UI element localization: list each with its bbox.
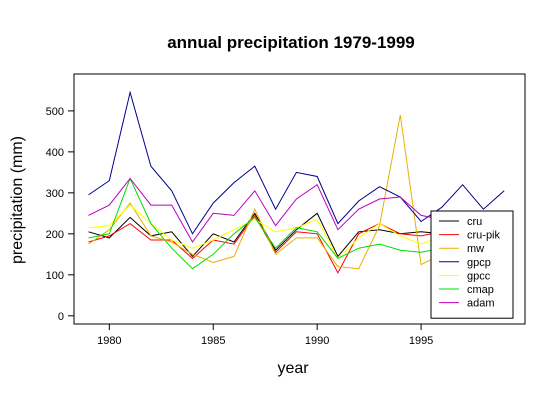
y-tick-label-500: 500 <box>46 106 64 118</box>
y-tick-label-300: 300 <box>46 188 64 200</box>
legend-box <box>430 210 514 319</box>
series-line-gpcc <box>88 204 443 260</box>
legend-label-gpcp: gpcp <box>467 257 491 269</box>
series-line-adam <box>88 177 442 243</box>
x-axis: 1980 1985 1990 1995 <box>97 324 433 347</box>
plot-frame <box>73 73 526 325</box>
series-line-mw <box>88 114 443 270</box>
y-tick-label-0: 0 <box>58 311 64 323</box>
chart-title: annual precipitation 1979-1999 <box>167 33 415 52</box>
series-line-cru-pik <box>88 214 442 274</box>
x-tick-label-1990: 1990 <box>305 335 329 347</box>
y-tick-label-400: 400 <box>46 147 64 159</box>
y-axis: 0 100 200 300 400 500 <box>46 106 74 323</box>
x-axis-label: year <box>277 360 309 377</box>
y-tick-label-200: 200 <box>46 229 64 241</box>
legend-label-adam: adam <box>467 298 495 310</box>
legend-label-cru-pik: cru-pik <box>467 230 501 242</box>
y-tick-label-100: 100 <box>46 270 64 282</box>
legend-label-mw: mw <box>467 243 484 255</box>
y-axis-label: precipitation (mm) <box>9 136 26 264</box>
series-line-cmap <box>88 177 442 270</box>
legend-label-gpcc: gpcc <box>467 270 491 282</box>
legend-label-cmap: cmap <box>467 284 494 296</box>
x-tick-label-1980: 1980 <box>97 335 121 347</box>
x-tick-label-1985: 1985 <box>201 335 225 347</box>
x-tick-label-1995: 1995 <box>409 335 433 347</box>
legend-label-cru: cru <box>467 216 482 228</box>
